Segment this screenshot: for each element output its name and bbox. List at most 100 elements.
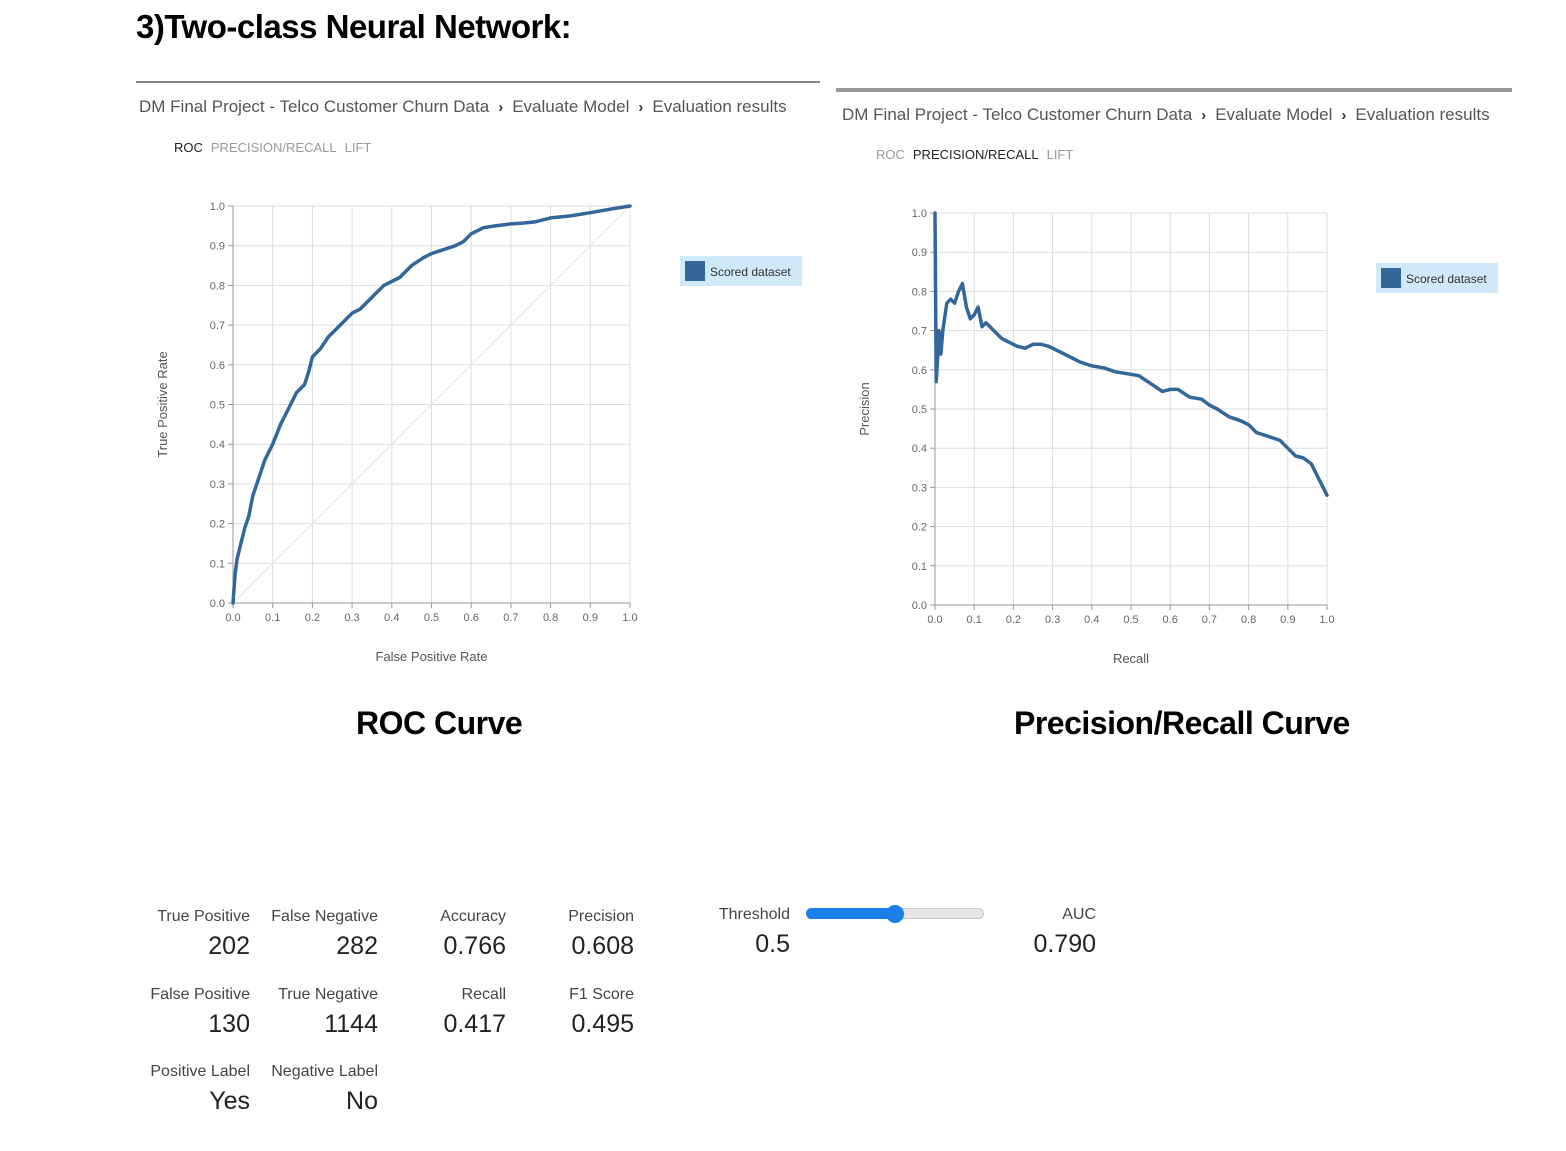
x-tick-label: 0.7	[503, 612, 518, 624]
x-tick-label: 0.7	[1202, 614, 1217, 626]
series-line	[231, 204, 632, 605]
tab-precision-recall[interactable]: PRECISION/RECALL	[912, 147, 1039, 162]
chart-tabs: ROC PRECISION/RECALL LIFT	[174, 140, 379, 155]
pr-caption: Precision/Recall Curve	[1014, 705, 1350, 741]
tab-lift[interactable]: LIFT	[344, 140, 372, 155]
metric-value: 0.5	[755, 930, 790, 958]
metric-label: Negative Label	[271, 1063, 378, 1080]
panel-top-border	[136, 81, 820, 83]
breadcrumb-module[interactable]: Evaluate Model	[512, 97, 630, 116]
y-tick-label: 1.0	[210, 201, 225, 213]
panel-top-border	[836, 88, 1512, 92]
page-heading: 3)Two-class Neural Network:	[136, 8, 572, 45]
metric-positive-label: Positive Label Yes	[150, 1063, 250, 1116]
metric-value: 0.417	[443, 1010, 506, 1038]
y-tick-label: 0.7	[210, 320, 225, 332]
x-axis-label: False Positive Rate	[376, 649, 488, 664]
y-axis-label: True Positive Rate	[155, 351, 170, 457]
x-tick-label: 0.5	[1123, 614, 1138, 626]
tab-lift[interactable]: LIFT	[1046, 147, 1074, 162]
legend-swatch	[1381, 268, 1401, 288]
x-tick-label: 0.6	[464, 612, 479, 624]
y-tick-label: 0.9	[210, 241, 225, 253]
breadcrumb-project[interactable]: DM Final Project - Telco Customer Churn …	[139, 97, 490, 116]
x-tick-label: 0.8	[1241, 614, 1256, 626]
x-tick-label: 1.0	[1319, 614, 1334, 626]
tab-precision-recall[interactable]: PRECISION/RECALL	[210, 140, 337, 155]
metric-label: AUC	[1062, 906, 1096, 923]
chart-tabs: ROC PRECISION/RECALL LIFT	[876, 147, 1081, 162]
chevron-right-icon: ›	[638, 99, 644, 116]
metric-false-negative: False Negative 282	[271, 908, 378, 961]
y-tick-label: 0.8	[912, 286, 927, 298]
metric-label: True Positive	[157, 908, 250, 925]
legend-label: Scored dataset	[1406, 272, 1487, 286]
chevron-right-icon: ›	[1341, 107, 1347, 124]
metric-label: Positive Label	[150, 1063, 250, 1080]
x-tick-label: 1.0	[622, 612, 637, 624]
x-axis-label: Recall	[1113, 651, 1149, 666]
y-tick-label: 1.0	[912, 208, 927, 220]
x-tick-label: 0.1	[265, 612, 280, 624]
x-tick-label: 0.4	[1084, 614, 1099, 626]
metric-label: Recall	[461, 986, 506, 1003]
y-tick-label: 0.4	[210, 439, 225, 451]
y-tick-label: 0.5	[210, 400, 225, 412]
metric-value: 130	[208, 1010, 250, 1038]
y-tick-label: 0.5	[912, 404, 927, 416]
breadcrumb-results: Evaluation results	[652, 97, 787, 116]
breadcrumb-module[interactable]: Evaluate Model	[1215, 105, 1333, 124]
tab-roc[interactable]: ROC	[174, 140, 203, 155]
x-tick-label: 0.2	[1006, 614, 1021, 626]
x-tick-label: 0.0	[927, 614, 942, 626]
x-tick-label: 0.9	[583, 612, 598, 624]
precision-recall-chart: 0.00.0 0.1 0.1 0.2 0.2 0.3 0.3 0.4 0.4 0.5 0.5 0.6 0…	[857, 208, 1498, 666]
metric-label: False Negative	[271, 908, 378, 925]
y-tick-label: 0.2	[912, 522, 927, 534]
metric-true-positive: True Positive 202	[157, 908, 250, 961]
breadcrumb-project[interactable]: DM Final Project - Telco Customer Churn …	[842, 105, 1193, 124]
x-tick-label: 0.6	[1163, 614, 1178, 626]
threshold-slider-thumb[interactable]	[886, 905, 904, 923]
x-tick-label: 0.3	[1045, 614, 1060, 626]
metric-value: 0.495	[571, 1010, 634, 1038]
y-tick-label: 0.6	[912, 365, 927, 377]
legend: Scored dataset	[1376, 263, 1498, 293]
x-tick-label: 0.0	[225, 612, 240, 624]
x-tick-label: 0.9	[1280, 614, 1295, 626]
metric-value: 0.608	[571, 932, 634, 960]
y-tick-label: 0.6	[210, 360, 225, 372]
breadcrumb: DM Final Project - Telco Customer Churn …	[139, 97, 787, 117]
x-tick-label: 0.2	[305, 612, 320, 624]
series-line	[933, 211, 1329, 497]
tab-roc[interactable]: ROC	[876, 147, 905, 162]
y-tick-label: 0.3	[210, 479, 225, 491]
y-tick-label: 0.8	[210, 280, 225, 292]
metric-false-positive: False Positive 130	[150, 986, 250, 1039]
metric-true-negative: True Negative 1144	[278, 986, 378, 1039]
metric-value: 282	[336, 932, 378, 960]
metric-precision: Precision 0.608	[568, 908, 634, 961]
x-tick-label: 0.1	[967, 614, 982, 626]
y-tick-label: 0.3	[912, 482, 927, 494]
legend: Scored dataset	[680, 256, 802, 286]
breadcrumb: DM Final Project - Telco Customer Churn …	[842, 105, 1490, 125]
metric-recall: Recall 0.417	[443, 986, 506, 1039]
metric-label: Precision	[568, 908, 634, 925]
y-tick-label: 0.2	[210, 519, 225, 531]
y-axis-label: Precision	[857, 382, 872, 435]
metric-accuracy: Accuracy 0.766	[440, 908, 506, 961]
breadcrumb-results: Evaluation results	[1355, 105, 1490, 124]
metric-value: 0.790	[1033, 930, 1096, 958]
metric-value: 1144	[324, 1010, 378, 1038]
y-tick-label: 0.0	[912, 600, 927, 612]
y-tick-label: 0.1	[210, 558, 225, 570]
x-tick-label: 0.3	[344, 612, 359, 624]
legend-label: Scored dataset	[710, 265, 791, 279]
metric-auc: AUC 0.790	[1033, 906, 1096, 959]
chevron-right-icon: ›	[1201, 107, 1207, 124]
metric-label: Accuracy	[440, 908, 506, 925]
metric-label: False Positive	[150, 986, 250, 1003]
metric-label: F1 Score	[569, 986, 634, 1003]
roc-chart: 0.00.0 0.1 0.1 0.2 0.2 0.3 0.3 0.4 0.4 0.5 0.5 0.6 0…	[155, 201, 802, 664]
